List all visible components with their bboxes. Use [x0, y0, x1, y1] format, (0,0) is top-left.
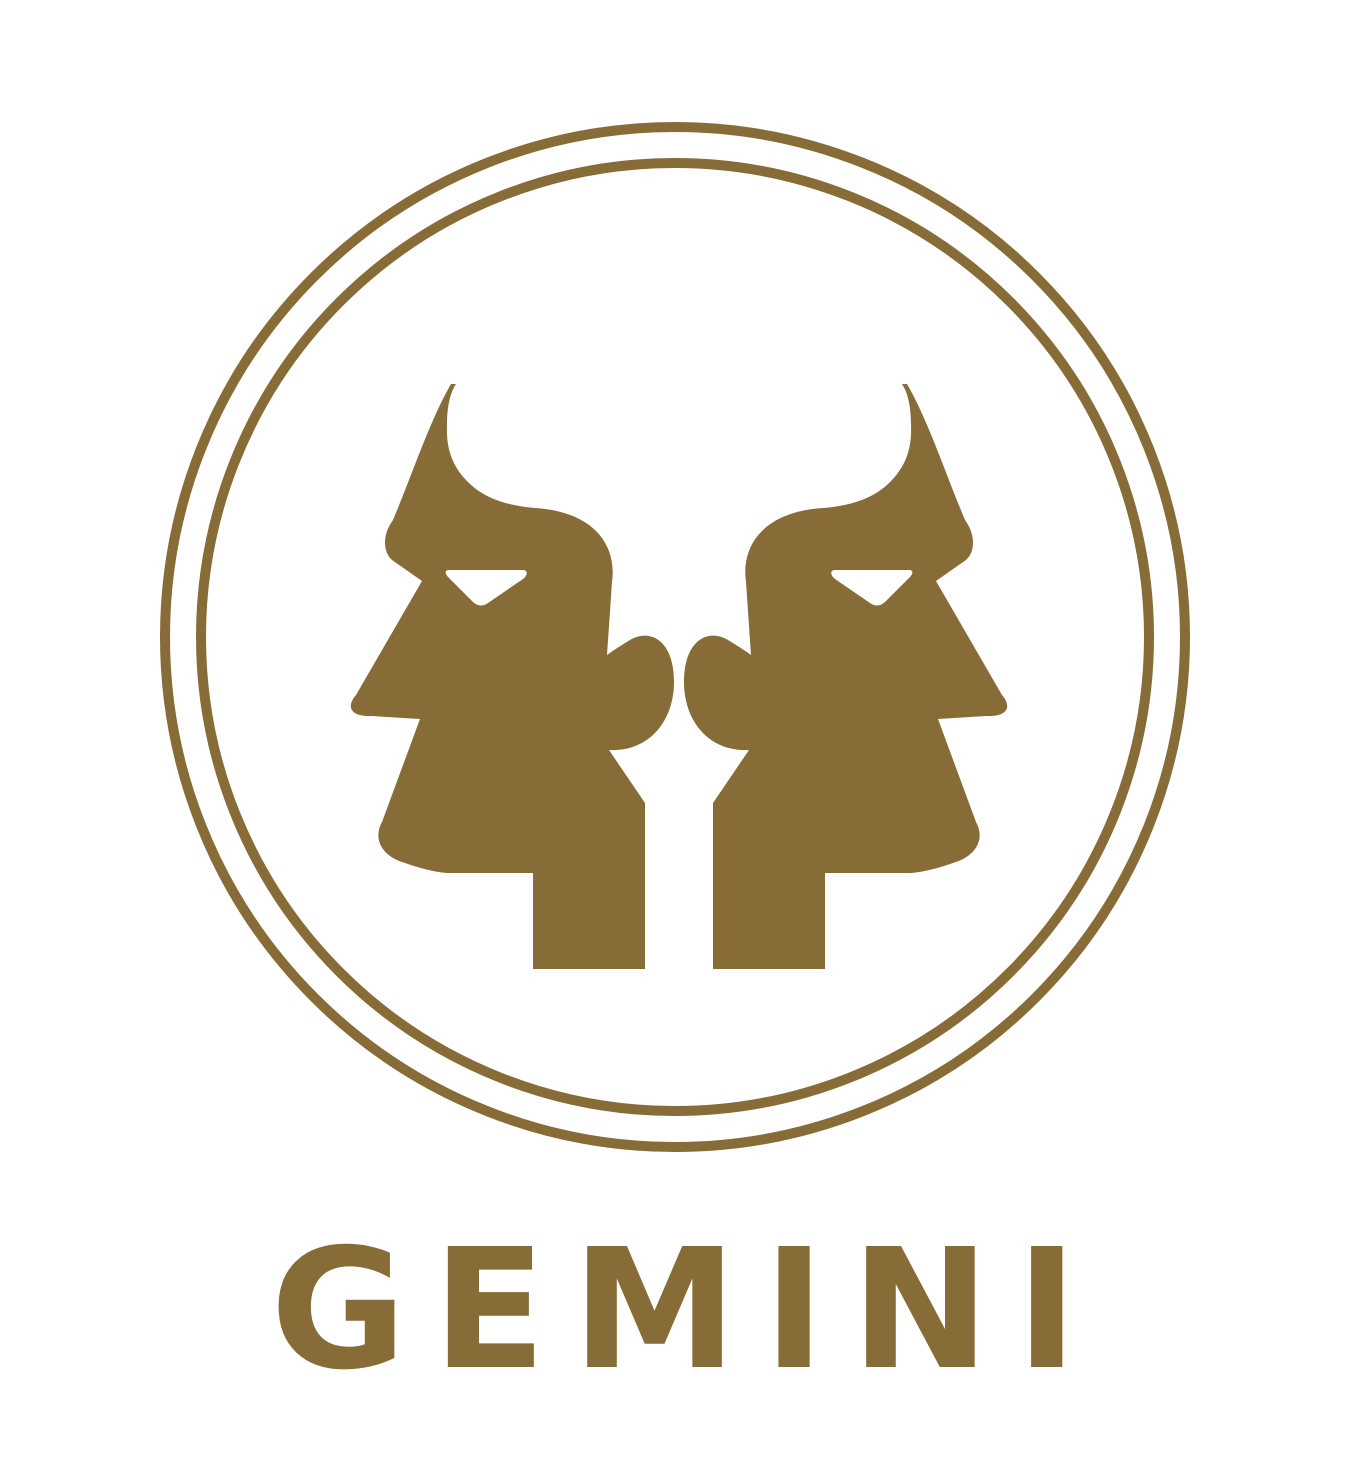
left-eye-icon — [445, 570, 527, 606]
gemini-emblem — [160, 122, 1190, 1152]
outer-ring — [160, 122, 1190, 1152]
right-twin-head-icon — [684, 384, 1008, 969]
inner-ring — [196, 158, 1154, 1116]
right-eye-icon — [831, 570, 913, 606]
left-twin-head-icon — [350, 384, 674, 969]
sign-title: GEMINI — [270, 1214, 1104, 1407]
